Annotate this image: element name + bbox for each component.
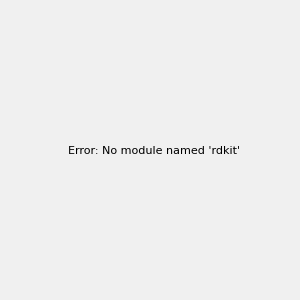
Text: Error: No module named 'rdkit': Error: No module named 'rdkit'	[68, 146, 240, 157]
